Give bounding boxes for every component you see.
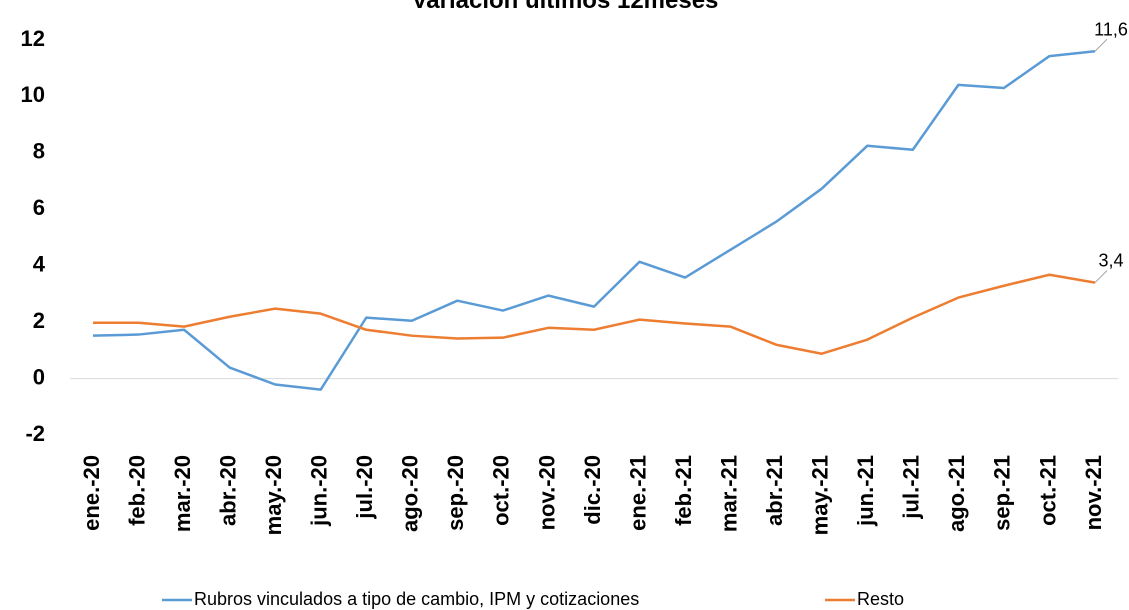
y-tick-label: 6 (33, 195, 45, 220)
chart-title: Variación últimos 12meses (412, 0, 719, 14)
leader-line (1094, 38, 1108, 52)
y-tick-label: -2 (25, 421, 45, 446)
x-tick-label: jul.-20 (352, 455, 377, 520)
y-tick-label: 2 (33, 308, 45, 333)
x-tick-label: jun.-21 (853, 455, 878, 527)
x-tick-label: ene.-21 (625, 455, 650, 531)
legend-label: Resto (857, 589, 904, 609)
y-tick-label: 12 (21, 26, 45, 51)
x-tick-label: ago.-20 (398, 455, 423, 532)
x-tick-label: oct.-20 (489, 455, 514, 526)
x-tick-label: feb.-21 (671, 455, 696, 526)
x-tick-label: abr.-20 (215, 455, 240, 526)
x-tick-label: nov.-21 (1081, 455, 1106, 530)
x-tick-label: dic.-20 (580, 455, 605, 525)
x-tick-label: jul.-21 (899, 455, 924, 520)
x-tick-label: ene.-20 (79, 455, 104, 531)
x-tick-label: oct.-21 (1035, 455, 1060, 526)
data-label: 3,4 (1098, 251, 1123, 271)
x-tick-label: abr.-21 (762, 455, 787, 526)
x-tick-label: mar.-20 (170, 455, 195, 532)
y-tick-label: 4 (33, 252, 46, 277)
x-tick-label: sep.-20 (443, 455, 468, 531)
x-tick-label: may.-21 (808, 455, 833, 535)
x-tick-label: ago.-21 (944, 455, 969, 532)
leader-line (1094, 270, 1108, 283)
data-label: 11,6 (1094, 19, 1128, 39)
legend-label: Rubros vinculados a tipo de cambio, IPM … (194, 589, 639, 609)
y-tick-label: 8 (33, 139, 45, 164)
series-line (92, 50, 1096, 391)
y-tick-label: 10 (21, 82, 45, 107)
series-line (93, 273, 1096, 355)
x-tick-label: feb.-20 (124, 455, 149, 526)
x-tick-label: mar.-21 (716, 455, 741, 532)
x-tick-label: jun.-20 (307, 455, 332, 527)
y-tick-label: 0 (33, 364, 45, 389)
x-tick-label: nov.-20 (534, 455, 559, 530)
x-tick-label: may.-20 (261, 455, 286, 535)
x-tick-label: sep.-21 (990, 455, 1015, 531)
